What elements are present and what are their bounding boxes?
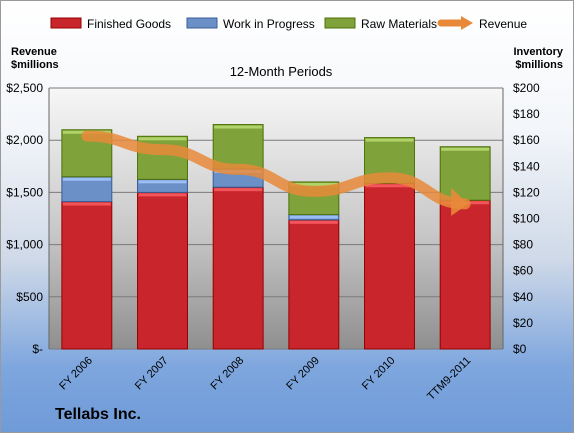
right-tick-label: $20: [513, 316, 533, 330]
right-axis-ticks: $0 $20 $40 $60 $80 $100 $120 $140 $160 $180 $200: [513, 81, 540, 356]
bar-highlight: [138, 137, 187, 141]
bar-finished-goods: [61, 201, 113, 350]
legend-label: Finished Goods: [87, 17, 171, 31]
left-tick-label: $1,500: [6, 185, 43, 199]
revenue-line: [81, 130, 471, 216]
bar-highlight: [62, 177, 111, 181]
legend-swatch-work-in-progress: [186, 17, 218, 29]
left-tick-label: $2,000: [6, 133, 43, 147]
revenue-point: [161, 148, 165, 152]
bar-raw-materials: [439, 146, 491, 201]
bar-finished-goods: [137, 191, 188, 350]
left-tick-label: $-: [32, 342, 43, 356]
right-tick-label: $160: [513, 133, 540, 147]
legend-swatch-arrowhead: [461, 16, 473, 30]
bar-highlight: [441, 147, 490, 151]
right-tick-label: $60: [513, 264, 533, 278]
right-tick-label: $180: [513, 107, 540, 121]
company-name: Tellabs Inc.: [55, 406, 141, 423]
revenue-point: [388, 176, 392, 180]
x-axis-labels: FY 2006 FY 2007 FY 2008 FY 2009 FY 2010 TTM9-…: [57, 355, 473, 403]
legend-label: Revenue: [479, 17, 527, 31]
bar-highlight: [138, 193, 187, 197]
bar-highlight: [289, 182, 338, 186]
bar-finished-goods: [439, 199, 491, 350]
left-axis-title: Revenue $millions: [11, 46, 59, 72]
left-tick-label: $2,500: [6, 81, 43, 95]
revenue-arrowhead: [451, 187, 469, 216]
bar-raw-materials: [137, 135, 188, 180]
left-axis-title-line1: Revenue: [11, 46, 57, 58]
bar-highlight: [365, 138, 414, 142]
bar-finished-goods: [212, 186, 264, 350]
revenue-line-path: [81, 130, 471, 210]
revenue-point: [85, 134, 89, 138]
right-tick-label: $100: [513, 212, 540, 226]
bar-finished-goods: [364, 182, 415, 350]
x-tick-label: FY 2010: [360, 355, 398, 393]
left-tick-label: $1,000: [6, 238, 43, 252]
bar-highlight: [214, 188, 263, 192]
right-tick-label: $120: [513, 185, 540, 199]
bar-finished-goods: [288, 219, 340, 350]
bar-highlight: [62, 202, 111, 206]
bar-highlight: [138, 180, 187, 184]
left-axis-ticks: $- $500 $1,000 $1,500 $2,000 $2,500: [6, 81, 43, 356]
legend: Finished Goods Work in Progress Raw Materi…: [50, 16, 527, 31]
bar-highlight: [289, 215, 338, 219]
right-tick-label: $0: [513, 342, 527, 356]
revenue-point: [312, 189, 316, 193]
right-tick-label: $40: [513, 290, 533, 304]
revenue-point: [463, 202, 467, 206]
x-tick-label: FY 2009: [284, 355, 322, 393]
right-tick-label: $200: [513, 81, 540, 95]
x-tick-label: FY 2007: [133, 355, 171, 393]
right-axis-title-line2: $millions: [515, 59, 563, 71]
left-axis-title-line2: $millions: [11, 59, 59, 71]
chart-title: 12-Month Periods: [230, 64, 333, 79]
bar-highlight: [365, 184, 414, 188]
revenue-point: [236, 167, 240, 171]
x-tick-label: FY 2008: [209, 355, 247, 393]
x-tick-label: TTM9-2011: [425, 355, 473, 403]
right-axis-title-line1: Inventory: [513, 46, 563, 58]
legend-label: Work in Progress: [223, 17, 315, 31]
left-tick-label: $500: [16, 290, 43, 304]
right-tick-label: $140: [513, 159, 540, 173]
right-tick-label: $80: [513, 238, 533, 252]
legend-swatch-finished-goods: [50, 17, 82, 29]
plot-area: [49, 88, 503, 349]
bar-raw-materials: [212, 124, 264, 170]
right-axis-title: Inventory $millions: [513, 46, 563, 72]
bar-highlight: [214, 125, 263, 129]
legend-swatch-raw-materials: [324, 17, 356, 29]
legend-label: Raw Materials: [361, 17, 437, 31]
x-tick-label: FY 2006: [57, 355, 95, 393]
bar-highlight: [289, 220, 338, 224]
